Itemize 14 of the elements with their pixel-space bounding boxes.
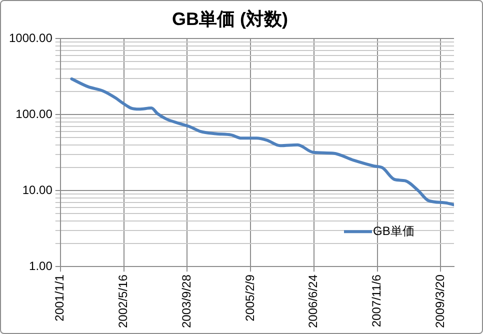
- x-tick-label: 2003/9/28: [179, 274, 194, 328]
- x-tick-label: 2006/6/24: [306, 274, 320, 328]
- legend-label: GB単価: [373, 224, 414, 238]
- y-tick-label: 1000.00: [8, 30, 53, 45]
- x-tick-label: 2009/3/20: [433, 274, 447, 328]
- chart-title: GB単価 (対数): [172, 8, 288, 29]
- line-series: [70, 77, 454, 206]
- x-tick-label: 2005/2/9: [242, 274, 257, 322]
- x-tick-label: 2002/5/16: [116, 274, 130, 328]
- y-tick-label: 100.00: [16, 106, 53, 121]
- x-tick-label: 2007/11/6: [370, 274, 384, 328]
- y-tick-label: 1.00: [29, 258, 53, 273]
- y-tick-label: 10.00: [22, 182, 53, 197]
- x-tick-label: 2001/1/1: [52, 274, 67, 322]
